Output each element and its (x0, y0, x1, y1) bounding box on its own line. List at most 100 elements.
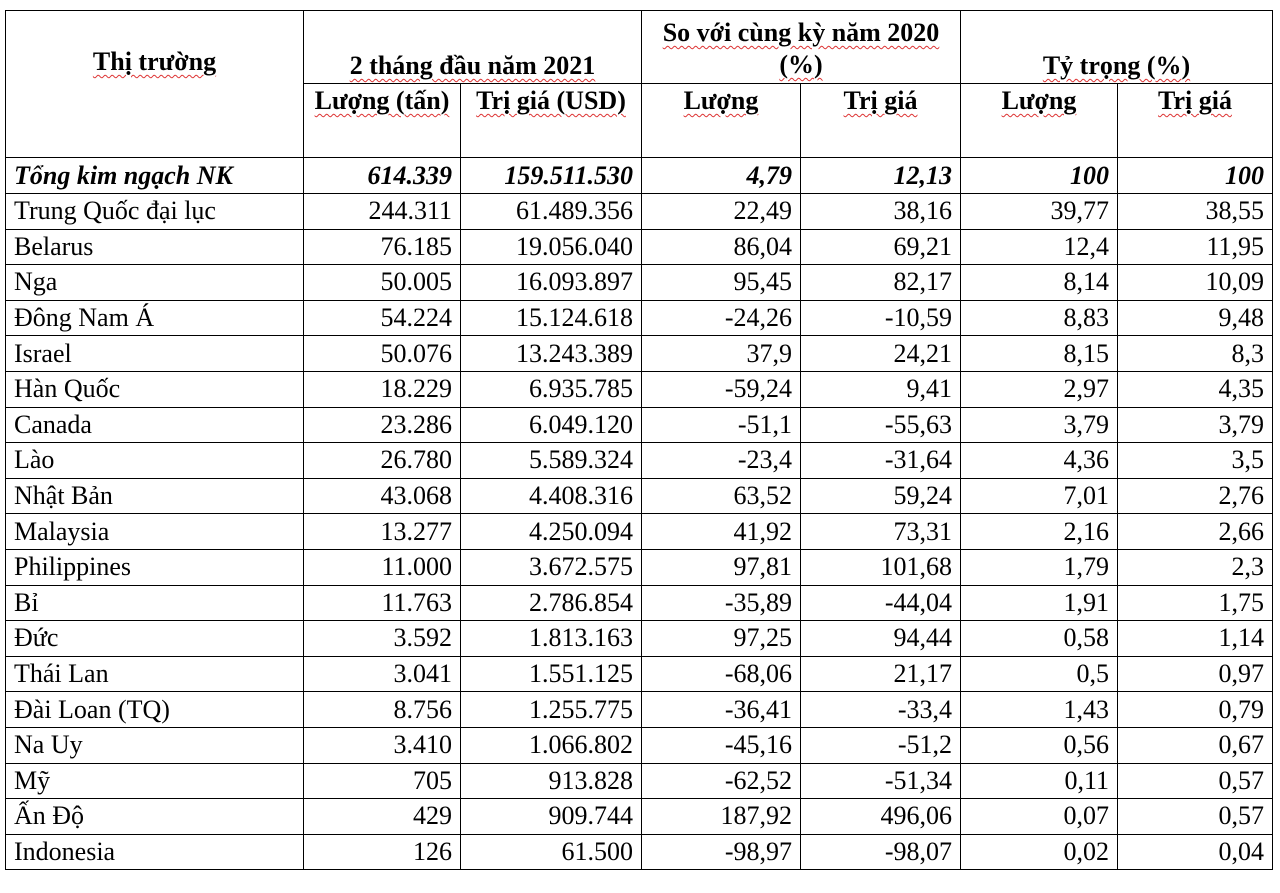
data-row: Bỉ 11.763 2.786.854 -35,89 -44,04 1,91 1,75 (5, 584, 1274, 622)
cell-value: -36,41 (641, 691, 801, 728)
cell-value: 4,35 (1116, 370, 1274, 408)
cell-value: 41,92 (641, 513, 801, 550)
cell-value: 429 (303, 798, 461, 835)
cell-value: 4.408.316 (460, 477, 642, 515)
sub-header: Lượng (tấn) (303, 83, 461, 158)
cell-value: 0,57 (1116, 762, 1274, 800)
market-name: Lào (5, 442, 304, 479)
cell-value: -35,89 (641, 584, 801, 622)
cell-value: 23.286 (303, 406, 461, 444)
cell-value: 8,83 (960, 299, 1118, 337)
cell-value: -10,59 (800, 299, 961, 337)
cell-value: 54.224 (303, 299, 461, 337)
market-name: Nga (5, 264, 304, 301)
cell-value: 38,16 (800, 193, 961, 230)
cell-value: -98,97 (641, 833, 801, 871)
cell-value: 3,79 (960, 406, 1118, 444)
cell-value: -51,2 (800, 726, 961, 764)
cell-value: 2.786.854 (460, 584, 642, 622)
cell-value: 38,55 (1116, 193, 1274, 230)
market-name: Indonesia (5, 833, 304, 871)
cell-value: 2,16 (960, 513, 1118, 550)
page: Thị trường 2 tháng đầu năm 2021 So với c… (5, 10, 1274, 871)
data-row: Trung Quốc đại lục 244.311 61.489.356 22,49… (5, 193, 1274, 230)
sub-header: Trị giá (USD) (460, 83, 642, 158)
cell-value: 16.093.897 (460, 264, 642, 301)
market-name: Belarus (5, 228, 304, 266)
market-name: Bỉ (5, 584, 304, 622)
cell-value: 3,79 (1116, 406, 1274, 444)
market-name: Na Uy (5, 726, 304, 764)
cell-value: 0,04 (1116, 833, 1274, 871)
cell-value: 1.255.775 (460, 691, 642, 728)
sub-header: Trị giá (800, 83, 961, 158)
header-market: Thị trường (5, 10, 304, 158)
cell-value: 19.056.040 (460, 228, 642, 266)
cell-value: 0,07 (960, 798, 1118, 835)
cell-value: 2,3 (1116, 548, 1274, 586)
cell-value: 6.049.120 (460, 406, 642, 444)
cell-value: 187,92 (641, 798, 801, 835)
cell-value: 2,76 (1116, 477, 1274, 515)
cell-value: -98,07 (800, 833, 961, 871)
cell-value: 0,67 (1116, 726, 1274, 764)
cell-value: 3,5 (1116, 442, 1274, 479)
total-value: 4,79 (641, 157, 801, 194)
total-label: Tổng kim ngạch NK (5, 157, 304, 194)
cell-value: 1,79 (960, 548, 1118, 586)
cell-value: 61.489.356 (460, 193, 642, 230)
data-row: Thái Lan 3.041 1.551.125 -68,06 21,17 0,5 0,97 (5, 655, 1274, 693)
cell-value: 2,97 (960, 370, 1118, 408)
cell-value: 1,43 (960, 691, 1118, 728)
cell-value: 8.756 (303, 691, 461, 728)
market-name: Mỹ (5, 762, 304, 800)
market-name: Philippines (5, 548, 304, 586)
market-name: Đài Loan (TQ) (5, 691, 304, 728)
data-row: Hàn Quốc 18.229 6.935.785 -59,24 9,41 2,97 4,3… (5, 370, 1274, 408)
cell-value: 59,24 (800, 477, 961, 515)
cell-value: 76.185 (303, 228, 461, 266)
cell-value: 3.410 (303, 726, 461, 764)
data-row: Canada 23.286 6.049.120 -51,1 -55,63 3,79 3,79 (5, 406, 1274, 444)
cell-value: 496,06 (800, 798, 961, 835)
cell-value: 705 (303, 762, 461, 800)
cell-value: 0,97 (1116, 655, 1274, 693)
cell-value: 7,01 (960, 477, 1118, 515)
cell-value: 5.589.324 (460, 442, 642, 479)
cell-value: -51,1 (641, 406, 801, 444)
cell-value: 1.813.163 (460, 620, 642, 657)
sub-header: Lượng (641, 83, 801, 158)
cell-value: 21,17 (800, 655, 961, 693)
data-row: Na Uy 3.410 1.066.802 -45,16 -51,2 0,56 0,67 (5, 726, 1274, 764)
total-value: 12,13 (800, 157, 961, 194)
cell-value: 4,36 (960, 442, 1118, 479)
cell-value: 43.068 (303, 477, 461, 515)
data-row: Ấn Độ 429 909.744 187,92 496,06 0,07 0,57 (5, 798, 1274, 835)
cell-value: 37,9 (641, 335, 801, 372)
cell-value: 97,81 (641, 548, 801, 586)
total-value: 159.511.530 (460, 157, 642, 194)
data-table: Thị trường 2 tháng đầu năm 2021 So với c… (5, 10, 1274, 871)
market-name: Ấn Độ (5, 798, 304, 835)
cell-value: 13.243.389 (460, 335, 642, 372)
cell-value: 8,15 (960, 335, 1118, 372)
cell-value: 9,41 (800, 370, 961, 408)
data-row: Indonesia 126 61.500 -98,97 -98,07 0,02 0,04 (5, 833, 1274, 871)
cell-value: 0,11 (960, 762, 1118, 800)
cell-value: 82,17 (800, 264, 961, 301)
cell-value: 11,95 (1116, 228, 1274, 266)
cell-value: 13.277 (303, 513, 461, 550)
cell-value: 94,44 (800, 620, 961, 657)
cell-value: 50.076 (303, 335, 461, 372)
cell-value: 26.780 (303, 442, 461, 479)
cell-value: 10,09 (1116, 264, 1274, 301)
cell-value: 8,3 (1116, 335, 1274, 372)
data-row: Belarus 76.185 19.056.040 86,04 69,21 12,4 11,… (5, 228, 1274, 266)
cell-value: 9,48 (1116, 299, 1274, 337)
cell-value: -31,64 (800, 442, 961, 479)
cell-value: 18.229 (303, 370, 461, 408)
cell-value: 913.828 (460, 762, 642, 800)
cell-value: -44,04 (800, 584, 961, 622)
data-row: Nga 50.005 16.093.897 95,45 82,17 8,14 10,09 (5, 264, 1274, 301)
cell-value: 3.592 (303, 620, 461, 657)
